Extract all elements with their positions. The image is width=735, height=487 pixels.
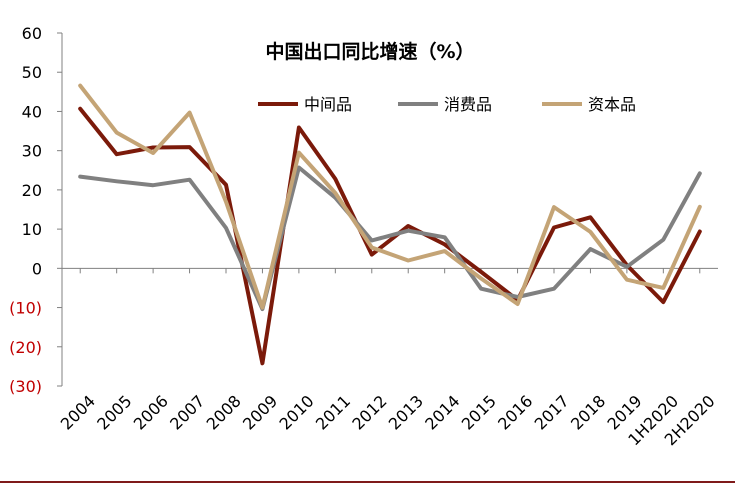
legend-label: 资本品: [588, 95, 636, 114]
x-tick-label: 2004: [57, 391, 99, 433]
y-tick-label: (10): [9, 299, 42, 318]
y-tick-label: 10: [22, 220, 42, 239]
chart-legend: 中间品 消费品 资本品: [258, 95, 636, 114]
x-tick-label: 2005: [93, 391, 135, 433]
x-axis: 2004200520062007200820092010201120122013…: [57, 267, 719, 449]
x-tick-label: 2014: [421, 391, 463, 433]
y-tick-label: (30): [9, 377, 42, 396]
x-tick-label: 2012: [348, 391, 390, 433]
x-tick-label: 2006: [130, 391, 172, 433]
series-line-0: [78, 106, 702, 366]
y-tick-label: 0: [32, 259, 42, 278]
y-axis: 60 50 40 30 20 10 0 (10) (20) (30): [9, 24, 63, 396]
x-tick-label: 2010: [275, 391, 317, 433]
x-tick-label: 2007: [166, 391, 208, 433]
y-tick-label: 50: [22, 63, 42, 82]
legend-label: 消费品: [444, 95, 492, 114]
x-tick-label: 2011: [312, 391, 354, 433]
series-line-1: [78, 165, 702, 312]
x-tick-label: 2015: [458, 391, 500, 433]
y-tick-label: 40: [22, 102, 42, 121]
x-tick-label: 2018: [567, 391, 609, 433]
x-tick-label: 2013: [385, 391, 427, 433]
x-tick-label: 2016: [494, 391, 536, 433]
y-tick-label: 60: [22, 24, 42, 43]
x-tick-label: 2009: [239, 391, 281, 433]
series-line-2: [78, 83, 702, 310]
y-tick-label: (20): [9, 338, 42, 357]
x-tick-label: 2008: [203, 391, 245, 433]
series-lines: [78, 83, 702, 366]
legend-label: 中间品: [304, 95, 352, 114]
y-tick-label: 30: [22, 142, 42, 161]
y-tick-label: 20: [22, 181, 42, 200]
x-tick-label: 2017: [531, 391, 573, 433]
chart-title: 中国出口同比增速（%）: [265, 40, 474, 63]
